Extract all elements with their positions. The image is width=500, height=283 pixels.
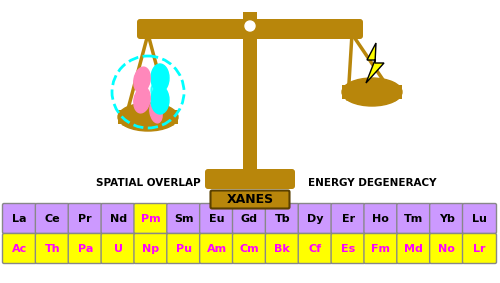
FancyBboxPatch shape (2, 233, 36, 263)
FancyBboxPatch shape (232, 203, 266, 233)
FancyBboxPatch shape (232, 233, 266, 263)
Text: Md: Md (404, 243, 423, 254)
Ellipse shape (150, 101, 162, 123)
FancyBboxPatch shape (210, 190, 290, 209)
Text: No: No (438, 243, 455, 254)
FancyBboxPatch shape (200, 233, 234, 263)
Text: Gd: Gd (241, 213, 258, 224)
FancyBboxPatch shape (200, 203, 234, 233)
Text: Tm: Tm (404, 213, 423, 224)
FancyBboxPatch shape (266, 233, 300, 263)
Text: U: U (114, 243, 122, 254)
Text: Er: Er (342, 213, 354, 224)
FancyBboxPatch shape (68, 203, 102, 233)
FancyBboxPatch shape (397, 233, 431, 263)
FancyBboxPatch shape (266, 203, 300, 233)
Text: Pm: Pm (141, 213, 161, 224)
Text: La: La (12, 213, 27, 224)
FancyBboxPatch shape (36, 233, 70, 263)
Ellipse shape (342, 78, 402, 106)
Text: Sm: Sm (174, 213, 194, 224)
FancyBboxPatch shape (342, 85, 402, 99)
FancyBboxPatch shape (167, 233, 201, 263)
Text: Tb: Tb (274, 213, 290, 224)
Text: Cm: Cm (240, 243, 260, 254)
Ellipse shape (134, 87, 150, 113)
FancyBboxPatch shape (243, 12, 257, 180)
FancyBboxPatch shape (68, 233, 102, 263)
FancyBboxPatch shape (205, 169, 295, 189)
FancyBboxPatch shape (397, 203, 431, 233)
Text: Ho: Ho (372, 213, 390, 224)
Text: Es: Es (341, 243, 355, 254)
Text: Ce: Ce (44, 213, 60, 224)
Text: Fm: Fm (372, 243, 390, 254)
Text: XANES: XANES (226, 193, 274, 206)
Ellipse shape (118, 103, 178, 131)
FancyBboxPatch shape (134, 203, 168, 233)
FancyBboxPatch shape (331, 203, 365, 233)
Text: Th: Th (44, 243, 60, 254)
FancyBboxPatch shape (167, 203, 201, 233)
Text: Ac: Ac (12, 243, 27, 254)
FancyBboxPatch shape (101, 203, 135, 233)
Text: Lu: Lu (472, 213, 487, 224)
Text: Yb: Yb (438, 213, 454, 224)
FancyBboxPatch shape (331, 233, 365, 263)
FancyBboxPatch shape (118, 110, 178, 124)
Text: Pr: Pr (78, 213, 92, 224)
FancyBboxPatch shape (298, 203, 332, 233)
Text: Lr: Lr (473, 243, 486, 254)
FancyBboxPatch shape (430, 233, 464, 263)
FancyBboxPatch shape (430, 203, 464, 233)
Text: ENERGY DEGENERACY: ENERGY DEGENERACY (308, 178, 436, 188)
FancyBboxPatch shape (36, 203, 70, 233)
Text: Pa: Pa (78, 243, 93, 254)
FancyBboxPatch shape (298, 233, 332, 263)
Text: Pu: Pu (176, 243, 192, 254)
FancyBboxPatch shape (134, 233, 168, 263)
Text: Np: Np (142, 243, 160, 254)
Text: Cf: Cf (308, 243, 322, 254)
Text: Bk: Bk (274, 243, 290, 254)
Text: Am: Am (206, 243, 227, 254)
FancyBboxPatch shape (364, 233, 398, 263)
Circle shape (245, 21, 255, 31)
Ellipse shape (151, 64, 169, 92)
Text: SPATIAL OVERLAP: SPATIAL OVERLAP (96, 178, 200, 188)
Polygon shape (366, 43, 384, 83)
FancyBboxPatch shape (462, 203, 496, 233)
FancyBboxPatch shape (462, 233, 496, 263)
FancyBboxPatch shape (364, 203, 398, 233)
Ellipse shape (151, 86, 169, 114)
Text: Dy: Dy (307, 213, 324, 224)
Text: Eu: Eu (209, 213, 224, 224)
Ellipse shape (134, 67, 150, 93)
Text: Nd: Nd (110, 213, 126, 224)
Circle shape (241, 17, 259, 35)
FancyBboxPatch shape (2, 203, 36, 233)
Ellipse shape (151, 81, 165, 99)
FancyBboxPatch shape (137, 19, 363, 39)
FancyBboxPatch shape (101, 233, 135, 263)
